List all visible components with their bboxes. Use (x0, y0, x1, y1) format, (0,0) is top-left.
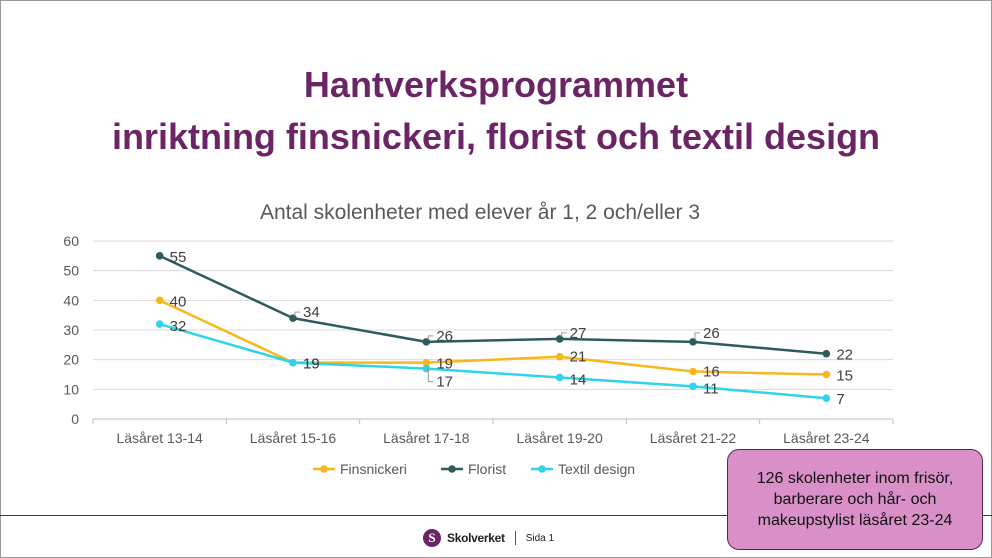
data-point (289, 314, 297, 322)
slide-title-line1: Hantverksprogrammet (303, 64, 689, 105)
data-label-leader (694, 332, 700, 340)
data-label: 11 (703, 380, 719, 397)
callout-box: 126 skolenheter inom frisör, barberare o… (727, 449, 983, 550)
data-point (422, 358, 431, 367)
data-point (555, 373, 564, 382)
data-label: 22 (836, 347, 853, 364)
y-tick-label: 60 (63, 233, 79, 249)
x-tick-label: Läsåret 19-20 (516, 430, 603, 446)
legend-marker (320, 465, 328, 473)
series-line-finsnickeri (159, 299, 827, 376)
data-point (289, 358, 297, 367)
line-chart: Antal skolenheter med elever år 1, 2 och… (63, 201, 894, 477)
series-line-textil-design (159, 322, 827, 400)
data-label-leader (561, 332, 567, 337)
y-tick-label: 50 (63, 263, 79, 279)
x-tick-label: Läsåret 13-14 (116, 430, 203, 446)
legend-label: Textil design (558, 461, 635, 477)
data-label: 19 (303, 356, 320, 373)
data-point (822, 349, 831, 358)
footer-logo-text: Skolverket (447, 531, 505, 545)
data-label: 32 (170, 318, 187, 335)
data-label: 19 (303, 356, 320, 373)
y-tick-label: 40 (63, 292, 79, 308)
slide-title-line2: inriktning finsnickeri, florist och text… (111, 116, 881, 157)
data-label-leader (427, 366, 434, 383)
x-tick-label: Läsåret 17-18 (383, 430, 470, 446)
x-tick-label: Läsåret 15-16 (250, 430, 337, 446)
data-point (555, 352, 564, 361)
data-point (689, 338, 697, 346)
data-label: 17 (436, 374, 453, 391)
data-label: 14 (570, 371, 587, 388)
x-tick-label: Läsåret 23-24 (783, 430, 870, 446)
data-point (422, 364, 431, 373)
data-label: 40 (170, 293, 187, 310)
y-tick-label: 0 (71, 411, 79, 427)
data-point (689, 367, 697, 376)
callout-text: 126 skolenheter inom frisör, barberare o… (756, 470, 954, 529)
data-label: 15 (836, 368, 853, 385)
data-label: 21 (570, 349, 587, 366)
data-label: 7 (836, 391, 844, 408)
y-tick-label: 20 (63, 352, 79, 368)
data-point (155, 320, 164, 328)
chart-title: Antal skolenheter med elever år 1, 2 och… (260, 201, 700, 224)
page-number: Sida 1 (525, 532, 555, 544)
data-point (689, 382, 697, 391)
legend-label: Florist (468, 461, 506, 477)
footer-separator (514, 531, 516, 545)
data-label-leader (427, 335, 434, 340)
data-label: 26 (703, 325, 720, 342)
legend-label: Finsnickeri (340, 461, 407, 477)
data-point (155, 252, 164, 260)
x-tick-label: Läsåret 21-22 (650, 430, 737, 446)
data-label: 16 (703, 364, 720, 381)
footer: S Skolverket Sida 1 (423, 528, 554, 548)
skolverket-logo-icon: S (423, 529, 441, 547)
data-label: 26 (436, 328, 453, 345)
data-label: 27 (570, 325, 587, 342)
legend-marker (448, 465, 456, 473)
data-point (422, 338, 431, 346)
data-label: 19 (436, 356, 453, 373)
series-line-florist (159, 254, 827, 355)
data-point (555, 335, 564, 343)
legend-marker (538, 465, 546, 473)
data-label: 55 (170, 249, 187, 266)
y-tick-label: 30 (63, 322, 79, 338)
data-point (155, 296, 164, 305)
data-label-leader (294, 311, 300, 317)
y-tick-label: 10 (63, 381, 79, 397)
data-point (822, 370, 831, 379)
footer-divider (0, 515, 992, 516)
data-point (822, 394, 831, 403)
data-label: 34 (303, 304, 320, 321)
